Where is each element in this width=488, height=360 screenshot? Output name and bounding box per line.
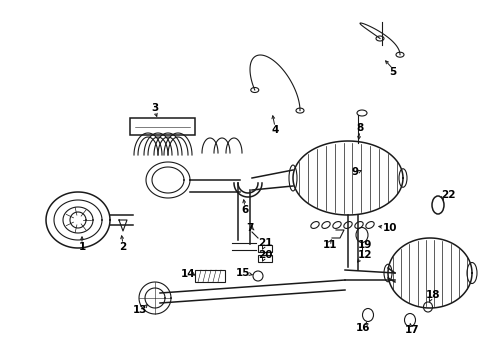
Text: 14: 14 [181,269,195,279]
Text: 15: 15 [235,268,250,278]
Text: 4: 4 [271,125,278,135]
Text: 9: 9 [351,167,358,177]
Text: 7: 7 [246,223,253,233]
Text: 21: 21 [257,238,272,248]
Text: 10: 10 [382,223,396,233]
Text: 5: 5 [388,67,396,77]
Text: 6: 6 [241,205,248,215]
Text: 18: 18 [425,290,439,300]
Text: 19: 19 [357,240,371,250]
Text: 3: 3 [151,103,158,113]
Text: 2: 2 [119,242,126,252]
Text: 1: 1 [78,242,85,252]
Text: 20: 20 [257,250,272,260]
Text: 16: 16 [355,323,369,333]
Text: 13: 13 [132,305,147,315]
Text: 22: 22 [440,190,454,200]
Text: 11: 11 [322,240,337,250]
Text: 17: 17 [404,325,418,335]
Text: 12: 12 [357,250,371,260]
Text: 8: 8 [356,123,363,133]
